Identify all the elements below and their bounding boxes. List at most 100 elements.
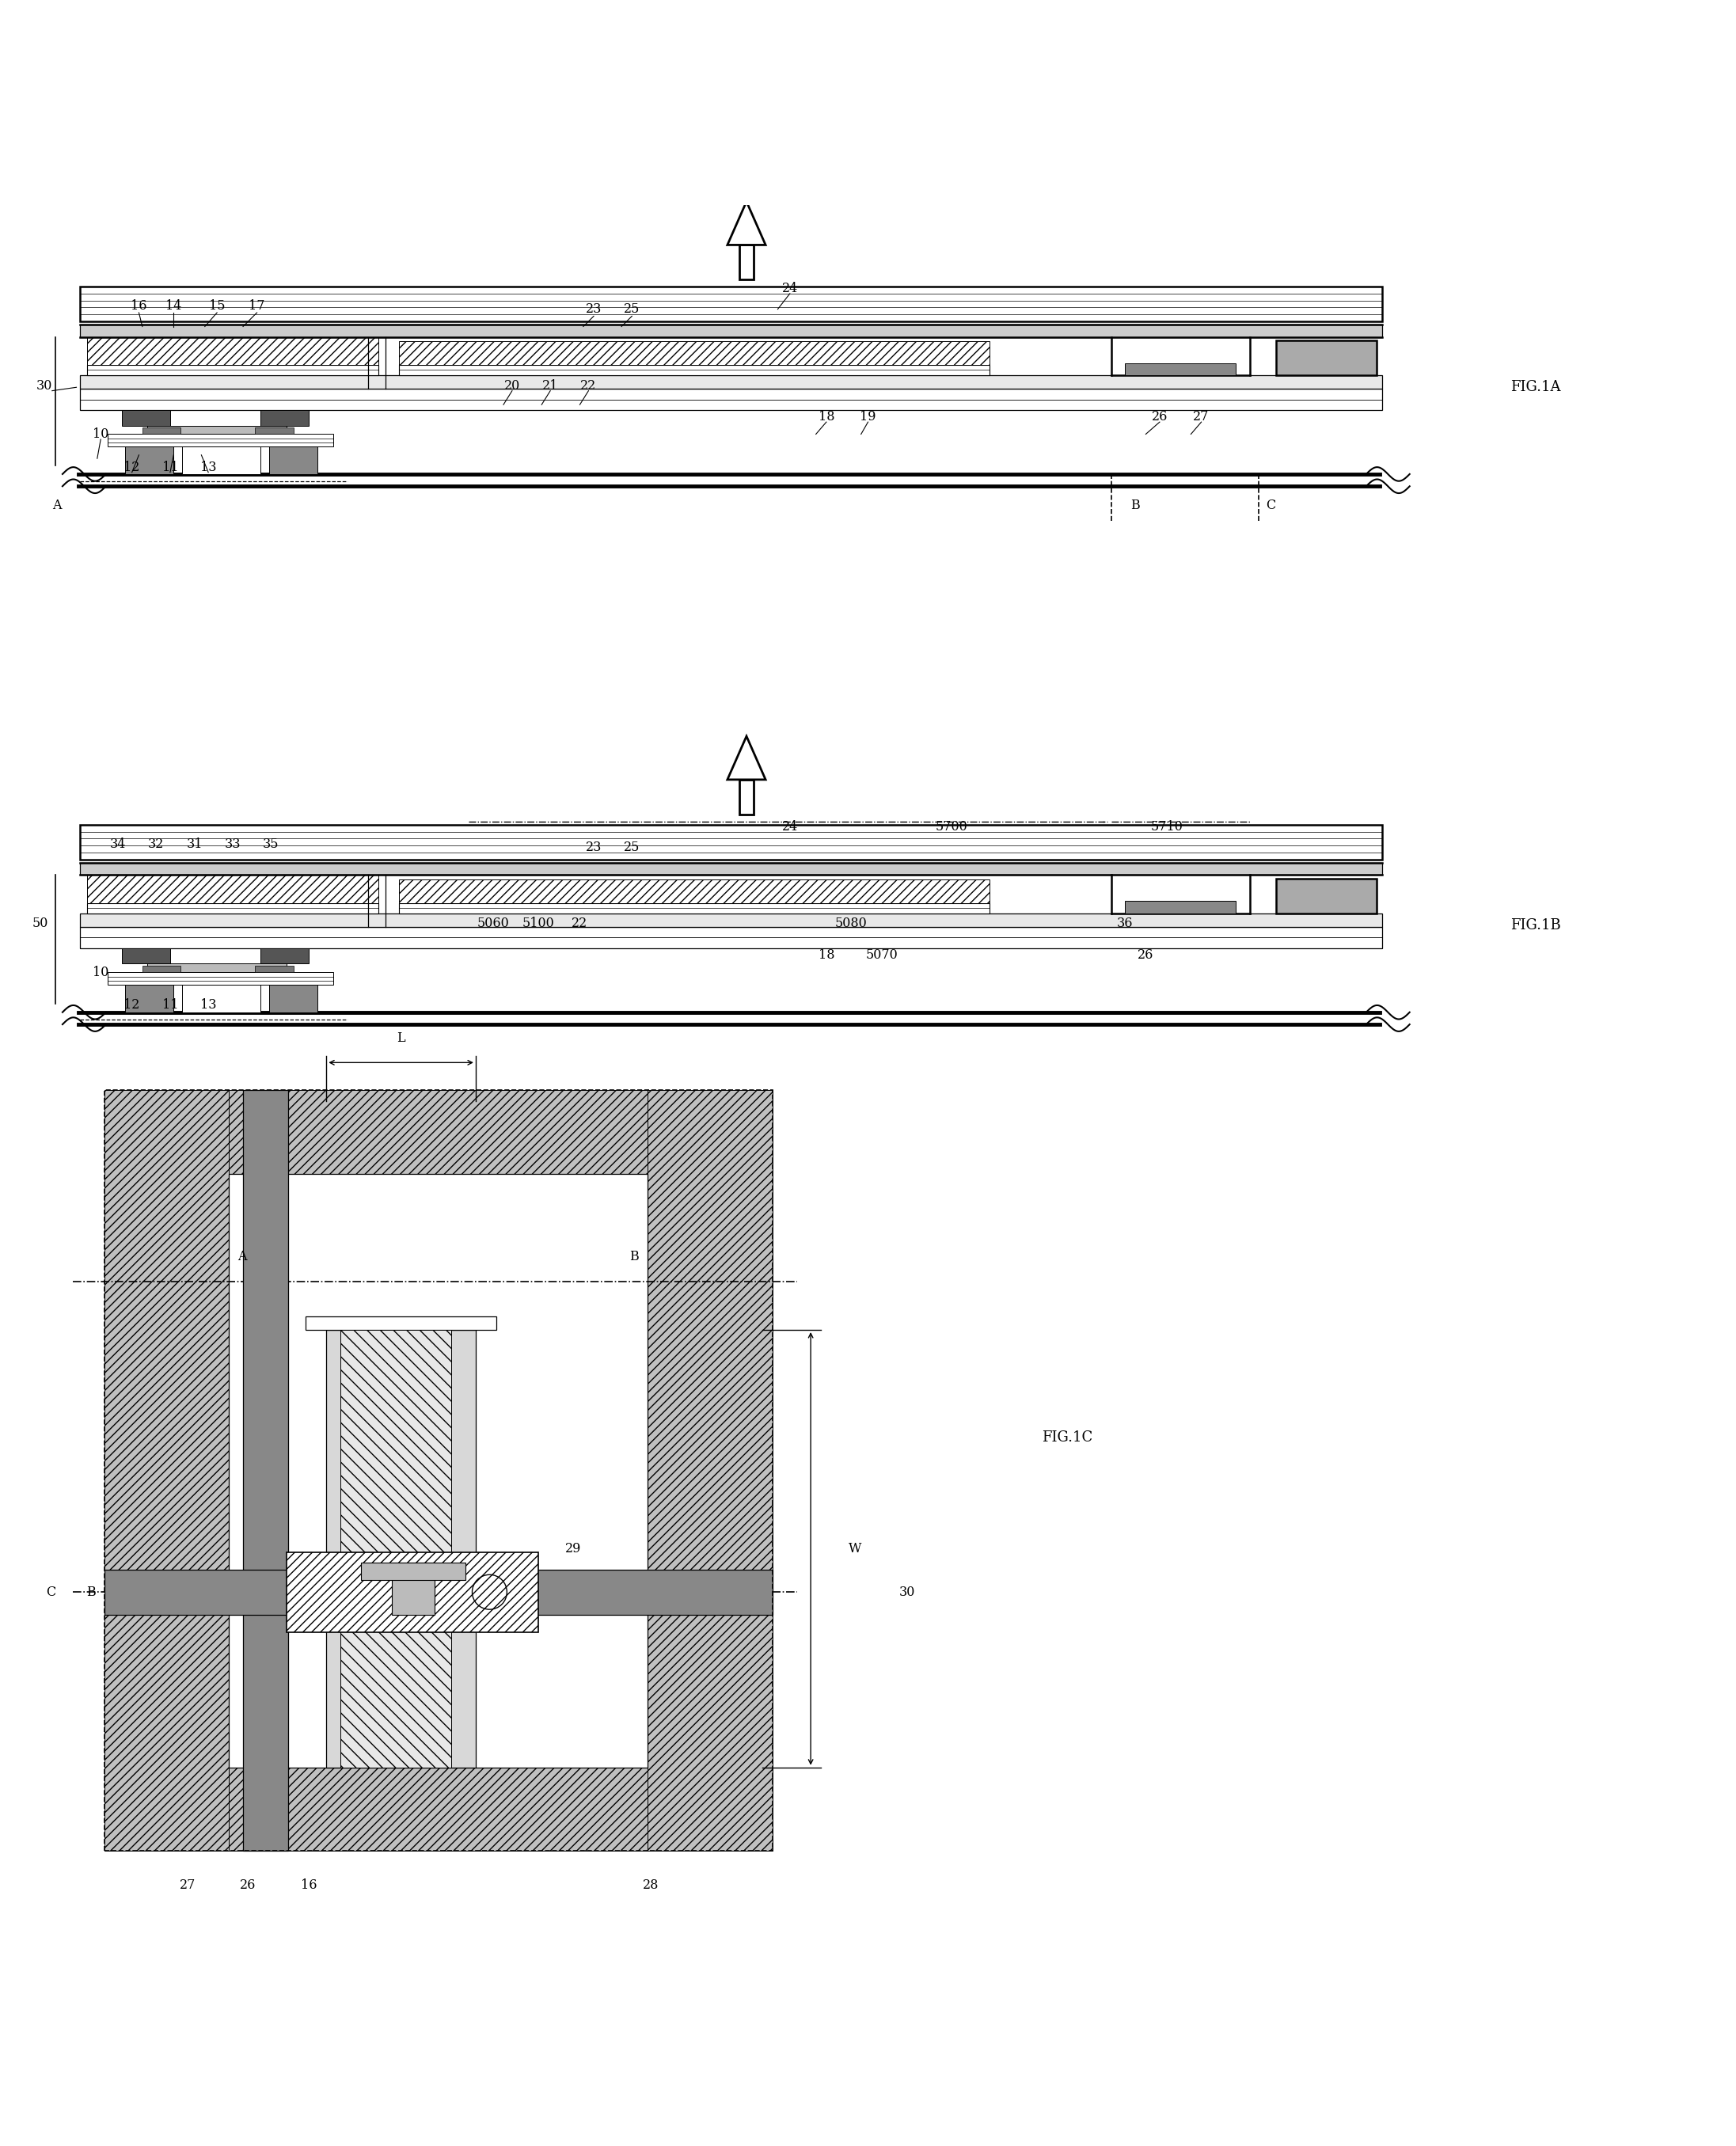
Text: 5700: 5700	[936, 820, 967, 833]
Bar	[182, 446, 260, 474]
Text: 5080: 5080	[835, 916, 866, 931]
Text: 15: 15	[208, 298, 226, 313]
Text: 27: 27	[179, 1878, 196, 1893]
Text: 31: 31	[186, 837, 203, 850]
Text: 25: 25	[623, 303, 641, 315]
Text: 5710: 5710	[1151, 820, 1182, 833]
Bar	[80, 388, 1382, 410]
Text: B: B	[1130, 498, 1141, 513]
Text: 30: 30	[36, 380, 52, 393]
Bar	[243, 1090, 288, 1850]
Text: 13: 13	[200, 998, 217, 1013]
Text: 28: 28	[642, 1878, 660, 1893]
Text: 11: 11	[161, 998, 179, 1013]
Text: 23: 23	[585, 303, 602, 315]
Bar	[399, 365, 990, 376]
Bar	[142, 966, 181, 972]
Text: 26: 26	[240, 1878, 257, 1893]
Bar	[104, 1090, 229, 1850]
Bar	[122, 949, 170, 964]
Bar	[142, 427, 181, 433]
Text: A: A	[238, 1251, 247, 1264]
Text: W: W	[849, 1543, 863, 1556]
Bar	[125, 985, 174, 1013]
Text: 16: 16	[300, 1878, 318, 1893]
Bar	[229, 1174, 648, 1768]
Text: 18: 18	[818, 410, 835, 423]
Text: FIG.1B: FIG.1B	[1510, 918, 1561, 934]
Bar	[80, 927, 1382, 949]
Bar	[87, 365, 378, 376]
Text: 17: 17	[248, 298, 266, 313]
Bar	[87, 903, 378, 914]
Bar	[87, 337, 378, 365]
Text: 30: 30	[899, 1586, 915, 1599]
Text: 20: 20	[503, 380, 521, 393]
Text: 23: 23	[585, 841, 602, 854]
Bar	[125, 446, 174, 474]
Bar	[255, 966, 293, 972]
Text: 5100: 5100	[523, 916, 554, 931]
Text: 29: 29	[564, 1543, 582, 1556]
Text: 26: 26	[1137, 949, 1154, 961]
Text: 10: 10	[92, 427, 109, 440]
Bar	[740, 779, 753, 813]
Text: B: B	[87, 1586, 95, 1599]
Text: 16: 16	[130, 298, 148, 313]
Polygon shape	[727, 202, 766, 245]
Text: 18: 18	[818, 949, 835, 961]
Text: 11: 11	[161, 461, 179, 474]
Text: 27: 27	[1193, 410, 1210, 423]
Text: 50: 50	[33, 916, 49, 931]
Bar	[361, 1562, 465, 1579]
Bar	[1125, 363, 1236, 376]
Text: B: B	[630, 1251, 639, 1264]
Text: 21: 21	[542, 380, 559, 393]
Bar	[182, 985, 260, 1013]
Text: 26: 26	[1151, 410, 1168, 423]
Text: 24: 24	[781, 820, 799, 833]
Text: 5060: 5060	[477, 916, 509, 931]
Bar	[229, 1768, 648, 1850]
Bar	[108, 433, 333, 446]
Bar	[229, 1090, 648, 1174]
Bar	[108, 972, 333, 985]
Text: FIG.1C: FIG.1C	[1042, 1431, 1092, 1444]
Text: 25: 25	[623, 841, 641, 854]
Text: C: C	[45, 1586, 56, 1599]
Bar	[399, 341, 990, 365]
Text: 13: 13	[200, 461, 217, 474]
Bar	[391, 1562, 434, 1614]
Bar	[80, 288, 1382, 322]
Bar	[80, 324, 1382, 337]
Bar	[286, 1552, 538, 1631]
Text: 24: 24	[781, 281, 799, 296]
Bar	[269, 985, 318, 1013]
Text: 19: 19	[859, 410, 877, 423]
Bar	[740, 245, 753, 279]
Bar	[326, 1331, 476, 1768]
Text: 22: 22	[580, 380, 597, 393]
Bar	[255, 427, 293, 433]
Text: 33: 33	[224, 837, 241, 850]
Text: 14: 14	[165, 298, 182, 313]
Bar	[87, 876, 378, 903]
Text: FIG.1A: FIG.1A	[1510, 380, 1561, 395]
Bar	[399, 880, 990, 903]
Text: 35: 35	[262, 837, 279, 850]
Text: L: L	[398, 1032, 404, 1045]
Bar	[80, 863, 1382, 876]
Bar	[80, 914, 1382, 927]
Text: 22: 22	[571, 916, 589, 931]
Text: C: C	[1266, 498, 1276, 513]
Text: 32: 32	[148, 837, 165, 850]
Bar	[340, 1331, 451, 1768]
Bar	[1276, 878, 1377, 914]
Text: 5070: 5070	[866, 949, 898, 961]
Text: 12: 12	[123, 998, 141, 1013]
Text: 12: 12	[123, 461, 141, 474]
Bar	[148, 964, 286, 972]
Text: 36: 36	[1116, 916, 1134, 931]
Bar	[399, 903, 990, 914]
Bar	[648, 1090, 773, 1850]
